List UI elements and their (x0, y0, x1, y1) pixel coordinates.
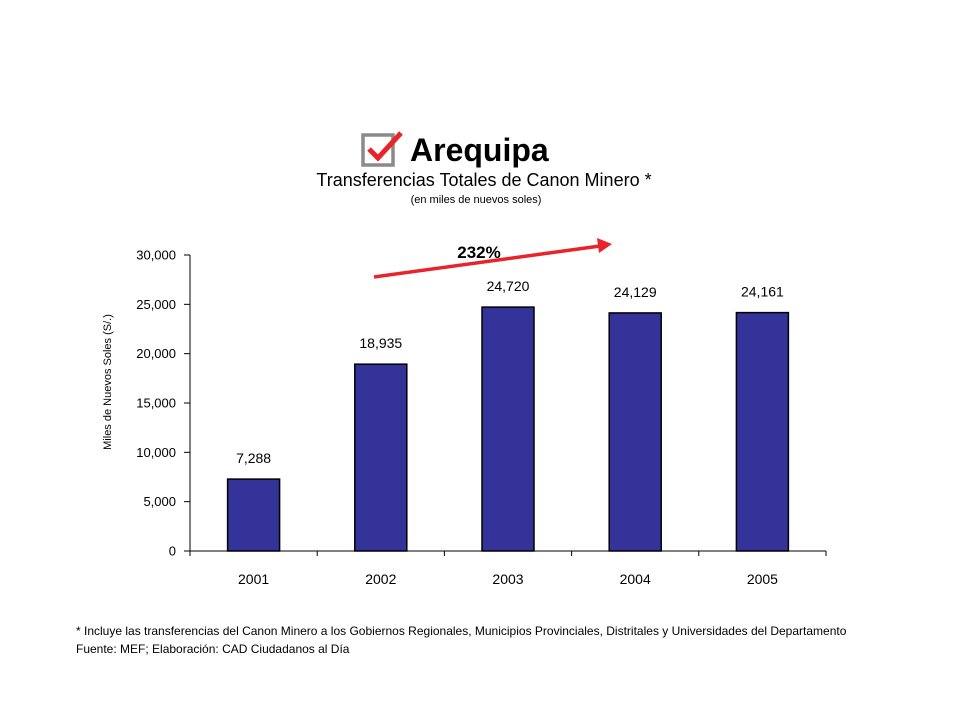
x-tick-label: 2003 (492, 571, 523, 587)
y-tick-label: 10,000 (136, 445, 176, 460)
growth-percentage: 232% (457, 243, 500, 262)
y-tick-label: 15,000 (136, 396, 176, 411)
bar-2004 (608, 312, 662, 552)
bar-2001 (226, 478, 281, 552)
chart-subtitle: (en miles de nuevos soles) (410, 194, 542, 206)
x-tick-label: 2005 (747, 571, 778, 587)
region-title: Arequipa (410, 132, 549, 168)
bar-value-label: 24,129 (614, 284, 657, 300)
y-tick-label: 25,000 (136, 297, 176, 312)
bar-value-label: 7,288 (236, 450, 271, 466)
checkbox-checked-icon (361, 131, 403, 167)
bar-value-label: 24,161 (741, 284, 784, 300)
source-note: Fuente: MEF; Elaboración: CAD Ciudadanos… (76, 642, 350, 656)
chart-header: Arequipa (0, 128, 960, 172)
bar-2002 (354, 363, 408, 552)
growth-arrow-line (373, 244, 601, 279)
x-tick-label: 2001 (238, 571, 269, 587)
bar-2005 (735, 311, 790, 552)
x-tick-label: 2004 (620, 571, 651, 587)
growth-annotation: 232% (373, 238, 612, 279)
chart-title: Transferencias Totales de Canon Minero * (316, 170, 652, 190)
y-tick-label: 30,000 (136, 248, 176, 263)
bar-value-label: 18,935 (359, 335, 402, 351)
bar-value-label: 24,720 (487, 278, 530, 294)
plot-area: 0 5,000 10,000 15,000 20,000 25,000 30,000 7,28… (136, 248, 827, 587)
y-axis-label: Miles de Nuevos Soles (S/.) (102, 314, 114, 450)
footnote: * Incluye las transferencias del Canon M… (76, 624, 847, 638)
y-tick-label: 20,000 (136, 346, 176, 361)
bar-2003 (481, 306, 535, 552)
x-tick-label: 2002 (365, 571, 396, 587)
growth-arrowhead-icon (597, 238, 612, 253)
y-tick-label: 5,000 (143, 494, 176, 509)
y-tick-label: 0 (169, 544, 176, 559)
